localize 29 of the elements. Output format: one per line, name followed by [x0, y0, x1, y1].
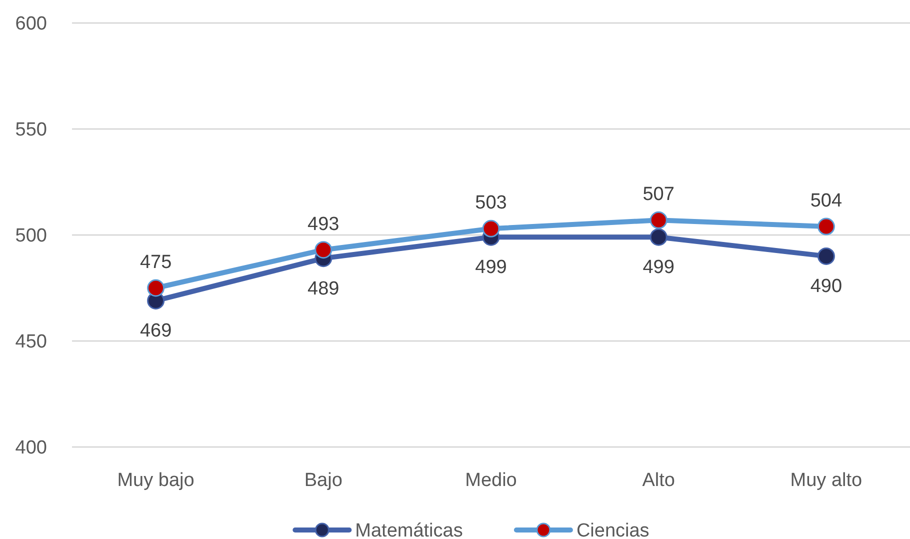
data-label: 475 [140, 252, 172, 273]
y-tick-label: 400 [15, 438, 47, 459]
point [482, 220, 500, 238]
point [817, 247, 835, 265]
data-label: 504 [810, 190, 842, 212]
point [314, 241, 332, 259]
point [650, 228, 668, 246]
x-tick-label: Muy bajo [117, 470, 194, 491]
data-label: 490 [810, 276, 842, 298]
y-tick-label: 450 [15, 332, 47, 353]
data-label: 469 [140, 320, 172, 342]
legend-label: Matemáticas [355, 520, 463, 539]
x-tick-label: Medio [465, 470, 517, 491]
data-label: 499 [642, 257, 674, 278]
point [147, 279, 165, 297]
data-label: 499 [475, 257, 507, 278]
data-label: 507 [642, 184, 674, 206]
legend-label: Ciencias [576, 520, 650, 539]
point [817, 218, 835, 236]
x-tick-label: Muy alto [790, 470, 862, 491]
y-tick-label: 500 [15, 226, 47, 247]
x-tick-label: Alto [642, 470, 675, 491]
y-tick-label: 550 [15, 120, 47, 141]
y-tick-label: 600 [15, 14, 47, 35]
x-tick-label: Bajo [304, 470, 342, 491]
data-label: 503 [475, 192, 507, 214]
point [650, 211, 668, 229]
data-label: 489 [308, 278, 340, 300]
data-label: 493 [308, 214, 340, 235]
